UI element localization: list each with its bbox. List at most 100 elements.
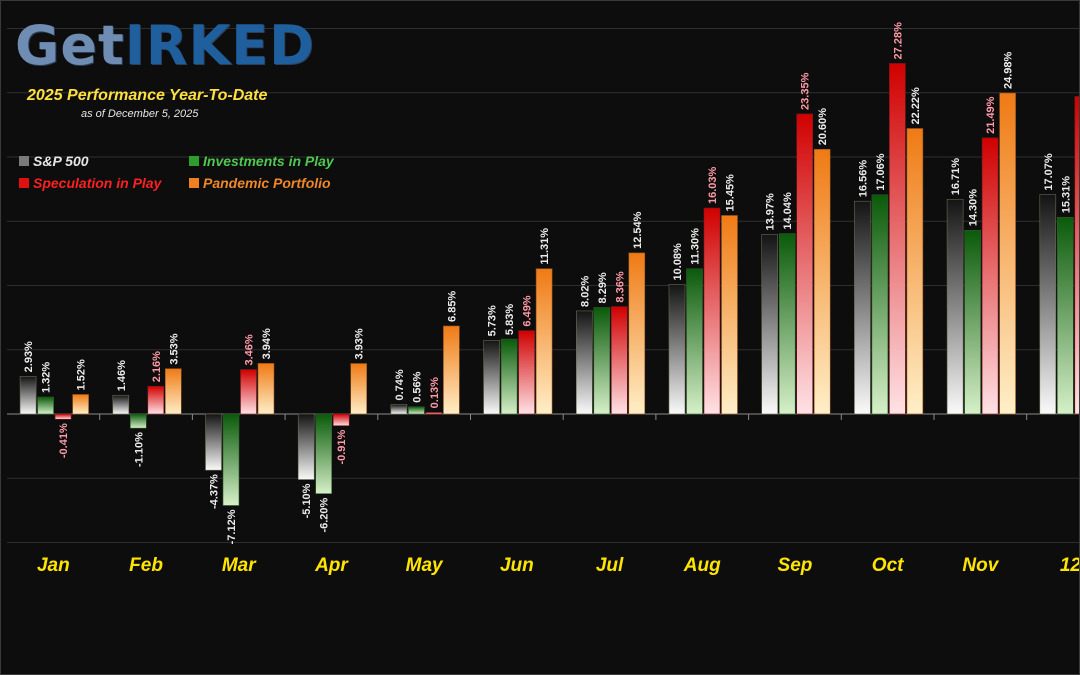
bar xyxy=(222,413,240,506)
legend-label-speculation: Speculation in Play xyxy=(33,175,162,191)
bar xyxy=(37,396,54,415)
bar xyxy=(257,363,275,415)
category-label: Jan xyxy=(37,555,70,576)
bar xyxy=(483,340,500,415)
bar xyxy=(425,412,443,415)
logo: GetIRKED xyxy=(15,19,315,73)
bar xyxy=(946,198,964,415)
data-label: 8.29% xyxy=(597,272,609,303)
data-label: 24.98% xyxy=(1003,51,1015,89)
bar xyxy=(535,268,553,415)
bar xyxy=(1057,216,1074,415)
bar xyxy=(906,128,924,415)
data-label: 2.93% xyxy=(23,341,35,372)
bar xyxy=(130,413,147,429)
data-label: 0.56% xyxy=(411,371,423,402)
data-label: 22.22% xyxy=(910,87,922,125)
data-label: -1.10% xyxy=(133,432,145,467)
bar xyxy=(165,368,182,415)
data-label: -0.41% xyxy=(58,423,70,458)
data-label: 3.53% xyxy=(168,333,180,364)
data-label: 11.31% xyxy=(539,228,551,265)
data-label: 2.16% xyxy=(151,351,163,382)
data-label: 20.60% xyxy=(817,108,829,146)
data-label: 1.46% xyxy=(116,360,128,391)
category-label: Jun xyxy=(500,555,534,576)
bar xyxy=(964,229,981,415)
data-label: 16.03% xyxy=(707,166,719,204)
data-label: 1.32% xyxy=(41,362,53,393)
category-label: Sep xyxy=(778,555,813,576)
bar xyxy=(1039,194,1057,415)
data-label: 16.56% xyxy=(857,160,869,198)
data-label: -4.37% xyxy=(209,474,221,509)
bar xyxy=(518,330,535,415)
data-label: 10.08% xyxy=(672,243,684,281)
bar xyxy=(686,268,703,415)
bar xyxy=(575,310,593,415)
category-label: May xyxy=(406,555,444,576)
category-label: Oct xyxy=(872,555,904,576)
as-of-date: as of December 5, 2025 xyxy=(81,108,199,120)
bar xyxy=(778,233,796,415)
bar xyxy=(112,394,130,415)
bar xyxy=(796,113,814,415)
legend: S&P 500 Investments in Play Speculation … xyxy=(19,153,379,193)
category-label: Jul xyxy=(596,555,624,576)
logo-text-irked: IRKED xyxy=(124,14,315,77)
bar xyxy=(889,63,906,415)
bar xyxy=(19,376,37,415)
bar xyxy=(593,307,611,415)
bar xyxy=(871,194,889,415)
data-label: 6.49% xyxy=(522,295,534,326)
legend-swatch-pandemic xyxy=(189,178,199,188)
bar xyxy=(240,369,257,415)
data-label: 0.74% xyxy=(394,369,406,400)
data-label: 13.97% xyxy=(765,193,777,231)
category-label: Feb xyxy=(129,555,163,576)
legend-label-pandemic: Pandemic Portfolio xyxy=(203,175,331,191)
data-label: 8.36% xyxy=(614,271,626,302)
data-label: 8.02% xyxy=(579,276,591,307)
bar xyxy=(350,363,368,415)
bar xyxy=(408,406,425,415)
data-label: 17.06% xyxy=(875,153,887,191)
legend-item-sp500: S&P 500 xyxy=(19,153,89,169)
bar xyxy=(721,215,738,415)
data-label: 21.49% xyxy=(985,96,997,134)
data-label: 5.83% xyxy=(504,304,516,335)
data-label: 3.94% xyxy=(261,328,273,359)
bar xyxy=(390,404,408,415)
bar xyxy=(610,306,628,415)
data-label: 14.30% xyxy=(968,189,980,227)
bar xyxy=(761,234,779,415)
bar xyxy=(999,92,1016,415)
data-label: -5.10% xyxy=(301,483,313,518)
category-label: 12/ xyxy=(1060,555,1080,576)
bar xyxy=(332,413,350,426)
data-label: 17.07% xyxy=(1043,153,1055,191)
category-label: Aug xyxy=(683,555,721,576)
data-label: 15.45% xyxy=(725,174,737,212)
bar xyxy=(813,148,831,415)
data-label: -6.20% xyxy=(319,497,331,532)
data-label: 15.31% xyxy=(1060,176,1072,214)
chart-title: 2025 Performance Year-To-Date xyxy=(27,87,268,104)
data-label: -7.12% xyxy=(226,509,238,544)
bar xyxy=(315,413,333,494)
data-label: 6.85% xyxy=(446,291,458,322)
legend-item-pandemic: Pandemic Portfolio xyxy=(189,175,331,191)
bar xyxy=(54,413,72,420)
legend-swatch-sp500 xyxy=(19,156,29,166)
data-label: 16.71% xyxy=(950,158,962,196)
legend-swatch-speculation xyxy=(19,178,29,188)
data-label: 11.30% xyxy=(690,228,702,265)
data-label: 14.04% xyxy=(782,192,794,230)
bar xyxy=(72,394,89,415)
legend-label-investments: Investments in Play xyxy=(203,153,334,169)
data-label: 0.13% xyxy=(429,377,441,408)
legend-item-investments: Investments in Play xyxy=(189,153,334,169)
bar xyxy=(1074,96,1079,415)
data-label: 27.28% xyxy=(892,22,904,60)
